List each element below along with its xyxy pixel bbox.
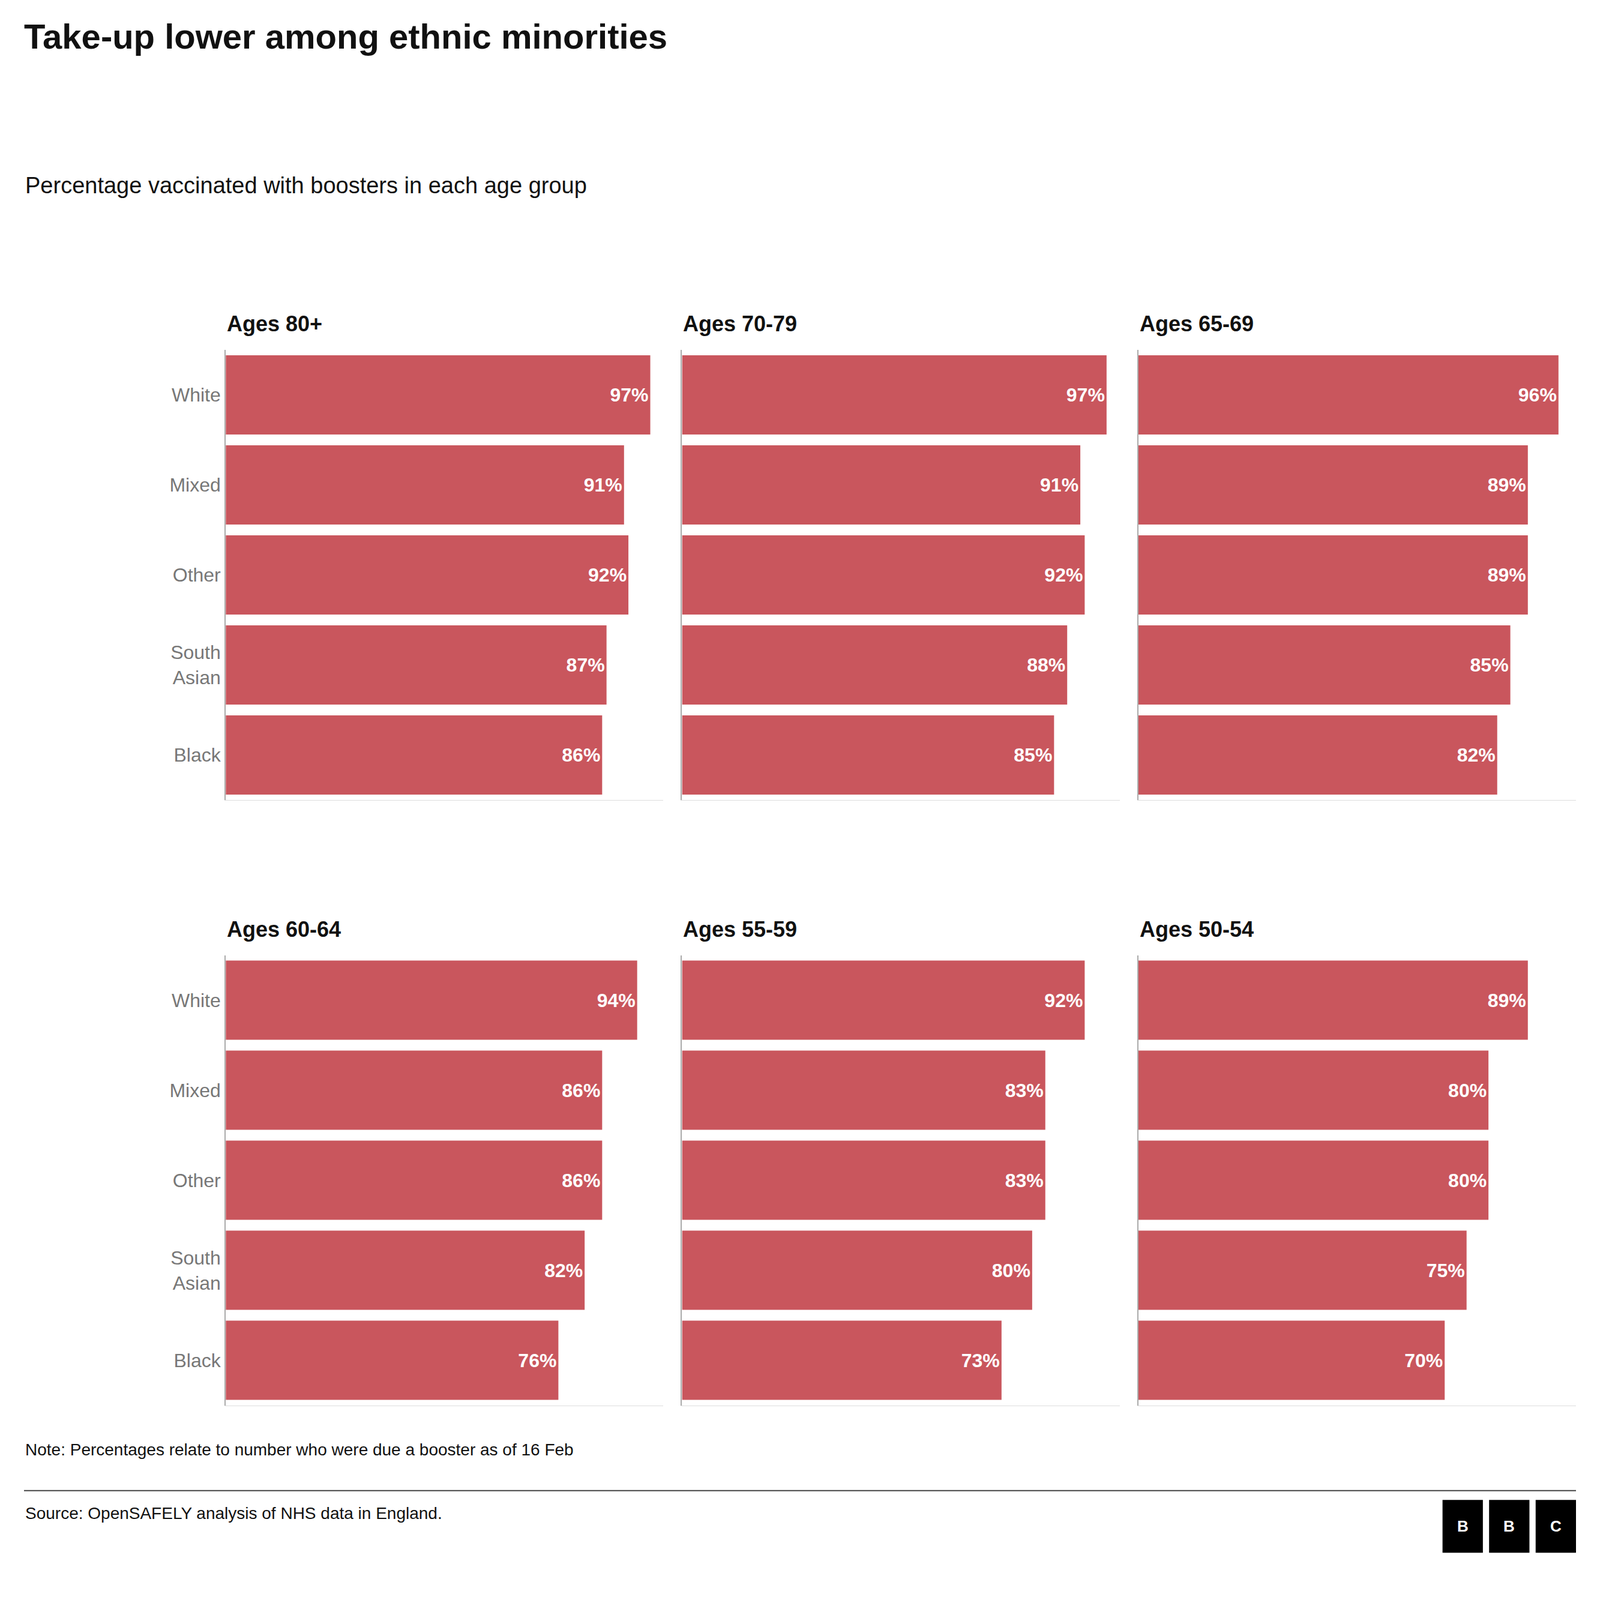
svg-text:86%: 86%: [561, 1079, 601, 1102]
svg-text:Note: Percentages relate to nu: Note: Percentages relate to number who w…: [25, 1440, 574, 1459]
svg-text:91%: 91%: [583, 474, 623, 496]
svg-text:80%: 80%: [1448, 1169, 1487, 1192]
svg-text:85%: 85%: [1470, 654, 1509, 676]
svg-text:89%: 89%: [1487, 564, 1527, 586]
svg-text:80%: 80%: [1448, 1079, 1487, 1102]
svg-text:89%: 89%: [1487, 989, 1527, 1012]
svg-text:86%: 86%: [561, 744, 601, 766]
svg-text:76%: 76%: [517, 1349, 557, 1372]
svg-text:Mixed: Mixed: [169, 1079, 221, 1102]
svg-text:89%: 89%: [1487, 474, 1527, 496]
svg-text:73%: 73%: [961, 1349, 1000, 1372]
svg-text:Percentage vaccinated with boo: Percentage vaccinated with boosters in e…: [25, 172, 587, 199]
svg-text:82%: 82%: [1457, 744, 1496, 766]
svg-text:Black: Black: [174, 1349, 222, 1372]
svg-text:SouthAsian: SouthAsian: [170, 1247, 221, 1294]
svg-text:88%: 88%: [1026, 654, 1066, 676]
svg-text:91%: 91%: [1040, 474, 1079, 496]
svg-text:Ages 50-54: Ages 50-54: [1139, 917, 1254, 942]
svg-text:96%: 96%: [1518, 384, 1557, 406]
svg-text:92%: 92%: [588, 564, 627, 586]
svg-text:85%: 85%: [1013, 744, 1053, 766]
svg-text:97%: 97%: [1066, 384, 1105, 406]
svg-text:Ages 60-64: Ages 60-64: [226, 917, 341, 942]
svg-text:70%: 70%: [1404, 1349, 1443, 1372]
svg-text:83%: 83%: [1005, 1169, 1044, 1192]
svg-text:86%: 86%: [561, 1169, 601, 1192]
svg-text:Ages 55-59: Ages 55-59: [682, 917, 797, 942]
svg-text:75%: 75%: [1426, 1259, 1465, 1282]
svg-text:Source: OpenSAFELY analysis of: Source: OpenSAFELY analysis of NHS data …: [25, 1503, 443, 1523]
svg-text:92%: 92%: [1044, 989, 1083, 1012]
svg-text:Black: Black: [174, 744, 222, 766]
svg-text:B: B: [1503, 1517, 1515, 1536]
svg-text:Ages 80+: Ages 80+: [226, 311, 323, 337]
svg-text:94%: 94%: [597, 989, 636, 1012]
svg-text:92%: 92%: [1044, 564, 1083, 586]
svg-text:SouthAsian: SouthAsian: [170, 641, 221, 689]
svg-text:White: White: [171, 384, 221, 406]
svg-text:97%: 97%: [610, 384, 649, 406]
svg-text:White: White: [171, 989, 221, 1012]
svg-text:Other: Other: [172, 564, 221, 586]
svg-text:80%: 80%: [992, 1259, 1031, 1282]
svg-text:Ages 70-79: Ages 70-79: [682, 311, 797, 337]
svg-text:B: B: [1457, 1517, 1469, 1536]
svg-text:87%: 87%: [566, 654, 605, 676]
svg-text:Mixed: Mixed: [169, 474, 221, 496]
svg-text:C: C: [1550, 1517, 1562, 1536]
svg-text:Ages 65-69: Ages 65-69: [1139, 311, 1254, 337]
svg-text:Other: Other: [172, 1169, 221, 1192]
svg-text:82%: 82%: [544, 1259, 583, 1282]
svg-text:Take-up lower among ethnic min: Take-up lower among ethnic minorities: [24, 16, 668, 56]
svg-text:83%: 83%: [1005, 1079, 1044, 1102]
